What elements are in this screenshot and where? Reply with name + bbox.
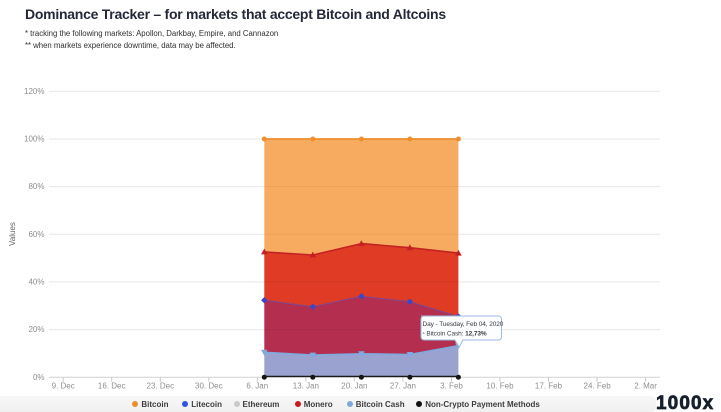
- svg-text:Values: Values: [8, 222, 17, 246]
- svg-text:13. Jan: 13. Jan: [293, 382, 319, 391]
- svg-text:16. Dec: 16. Dec: [98, 382, 126, 391]
- svg-text:80%: 80%: [28, 182, 44, 191]
- svg-text:17. Feb: 17. Feb: [535, 382, 563, 391]
- svg-text:0%: 0%: [33, 373, 45, 382]
- svg-text:• Bitcoin Cash: 12,73%: • Bitcoin Cash: 12,73%: [423, 331, 487, 338]
- svg-text:Day - Tuesday, Feb 04, 2020: Day - Tuesday, Feb 04, 2020: [423, 321, 504, 328]
- svg-text:27. Jan: 27. Jan: [390, 382, 416, 391]
- svg-text:40%: 40%: [28, 278, 44, 287]
- svg-text:120%: 120%: [24, 87, 44, 96]
- svg-text:20. Jan: 20. Jan: [341, 382, 367, 391]
- svg-text:9. Dec: 9. Dec: [52, 382, 75, 391]
- svg-text:60%: 60%: [28, 230, 44, 239]
- svg-text:23. Dec: 23. Dec: [147, 382, 175, 391]
- svg-text:100%: 100%: [24, 135, 44, 144]
- svg-text:30. Dec: 30. Dec: [195, 382, 223, 391]
- svg-text:10. Feb: 10. Feb: [486, 382, 514, 391]
- svg-text:2. Mar: 2. Mar: [634, 382, 657, 391]
- svg-text:24. Feb: 24. Feb: [584, 382, 612, 391]
- svg-text:3. Feb: 3. Feb: [440, 382, 463, 391]
- svg-text:6. Jan: 6. Jan: [246, 382, 268, 391]
- svg-text:20%: 20%: [28, 325, 44, 334]
